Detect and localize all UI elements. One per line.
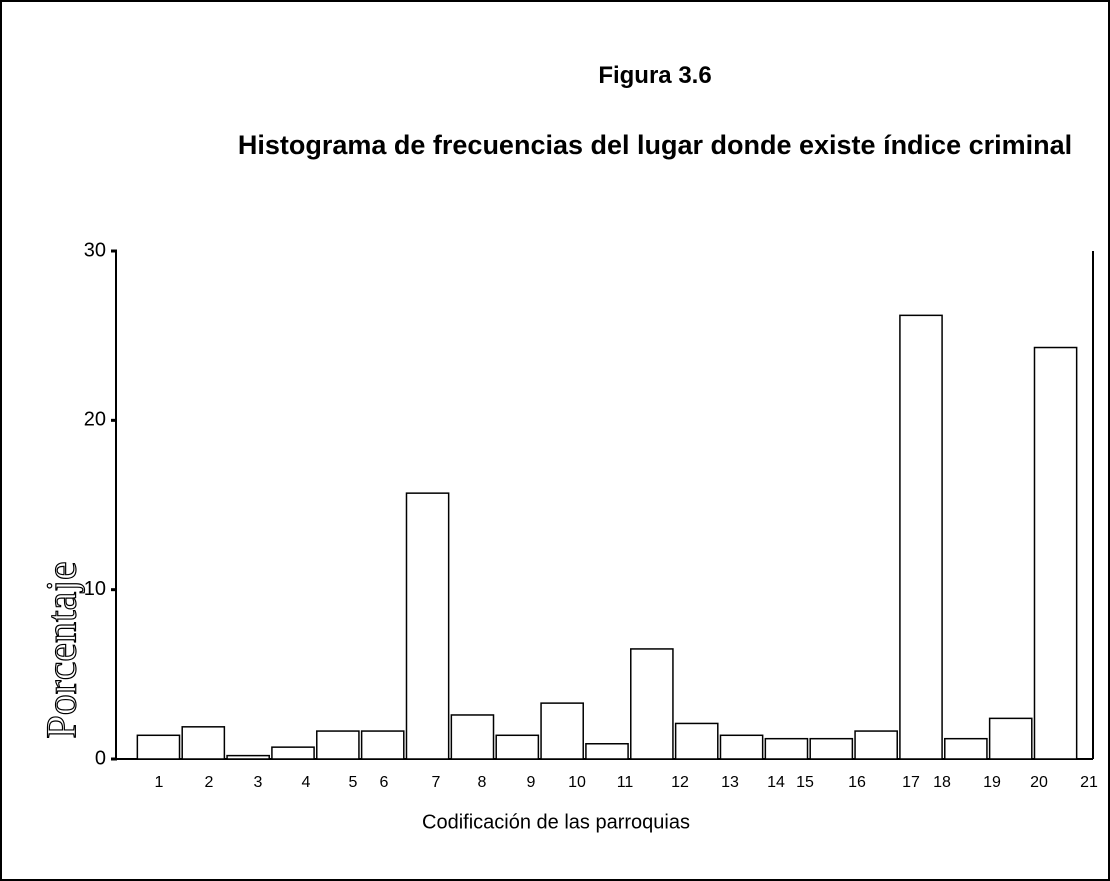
x-tick-label: 18 — [933, 774, 951, 791]
bar — [674, 722, 719, 760]
x-tick-label: 1 — [155, 774, 164, 791]
x-tick-label: 10 — [568, 774, 586, 791]
chart-title: Figura 3.6 — [598, 62, 712, 89]
x-tick-label: 17 — [902, 774, 920, 791]
x-axis-label: Codificación de las parroquias — [422, 811, 690, 833]
x-tick-label: 21 — [1080, 774, 1098, 791]
x-tick-label: 15 — [796, 774, 814, 791]
x-tick-label: 8 — [478, 774, 487, 791]
bar — [226, 754, 270, 760]
x-tick-label: 11 — [617, 774, 634, 791]
x-tick-label: 4 — [302, 774, 311, 791]
bar — [1033, 346, 1078, 760]
y-tick-label: 10 — [84, 578, 106, 600]
bar — [405, 492, 450, 760]
bar — [360, 730, 405, 760]
y-tick-label: 30 — [84, 239, 106, 261]
bar — [944, 737, 988, 760]
bar — [450, 714, 495, 760]
x-tick-label: 7 — [432, 774, 441, 791]
x-tick-label: 2 — [205, 774, 214, 791]
x-tick-label: 20 — [1030, 774, 1048, 791]
y-axis-label: Porcentaje — [40, 561, 86, 738]
x-tick-label: 19 — [983, 774, 1001, 791]
x-tick-label: 5 — [349, 774, 358, 791]
bar — [316, 730, 360, 760]
bar — [495, 734, 540, 760]
bar — [136, 734, 181, 760]
bar — [585, 743, 629, 760]
bar — [181, 726, 226, 760]
x-tick-label: 3 — [254, 774, 263, 791]
x-tick-label: 14 — [767, 774, 785, 791]
bar — [988, 717, 1033, 760]
y-tick-label: 20 — [84, 409, 106, 431]
bar — [540, 702, 584, 760]
y-tick-label: 0 — [95, 747, 106, 769]
bar — [630, 648, 674, 760]
bar — [899, 314, 943, 760]
bar — [809, 737, 854, 760]
x-tick-label: 12 — [671, 774, 689, 791]
x-tick-label: 6 — [380, 774, 389, 791]
x-tick-label: 16 — [848, 774, 866, 791]
bar — [271, 746, 315, 760]
x-tick-label: 9 — [527, 774, 536, 791]
bar — [764, 737, 809, 760]
bar — [719, 734, 764, 760]
bar — [854, 730, 898, 760]
chart-subtitle: Histograma de frecuencias del lugar dond… — [237, 130, 1073, 160]
x-tick-label: 13 — [721, 774, 739, 791]
